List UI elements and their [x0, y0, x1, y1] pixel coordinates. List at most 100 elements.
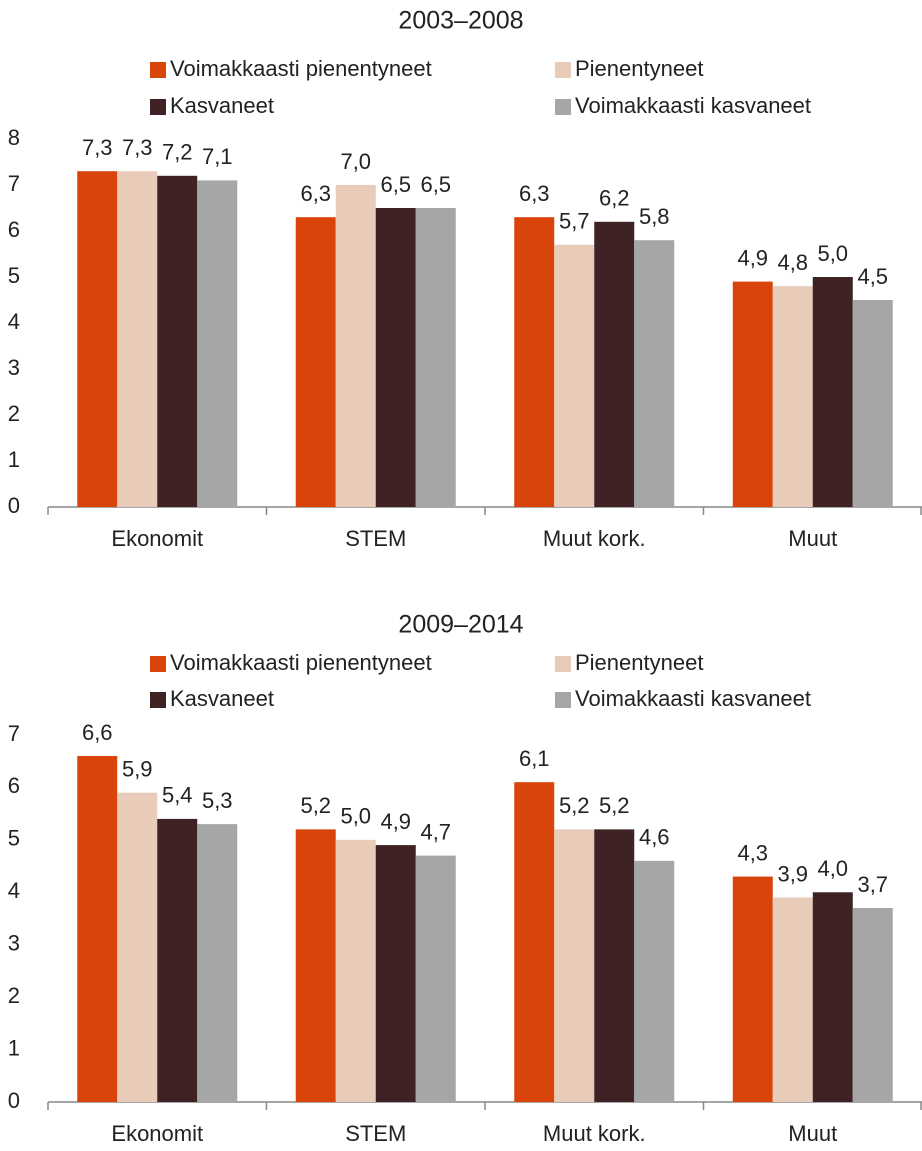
x-tick-label: Muut kork. — [543, 1121, 646, 1146]
y-tick-label: 4 — [8, 309, 20, 334]
bar — [415, 855, 456, 1102]
bar — [157, 175, 198, 508]
legend-swatch — [555, 62, 571, 78]
data-label: 5,0 — [340, 804, 371, 829]
data-label: 6,3 — [519, 181, 550, 206]
bar — [732, 876, 773, 1102]
data-label: 3,7 — [857, 872, 888, 897]
y-tick-label: 4 — [8, 878, 20, 903]
data-label: 4,5 — [857, 264, 888, 289]
data-label: 5,8 — [639, 204, 670, 229]
y-tick-label: 7 — [8, 721, 20, 746]
data-label: 6,5 — [420, 172, 451, 197]
chart-title: 2003–2008 — [398, 7, 523, 35]
bar — [594, 221, 635, 508]
bar — [335, 839, 376, 1102]
bar — [197, 824, 238, 1102]
x-tick-label: Ekonomit — [111, 526, 203, 551]
y-tick-label: 8 — [8, 125, 20, 150]
bar — [335, 185, 376, 507]
data-label: 5,3 — [202, 788, 233, 813]
y-tick-label: 1 — [8, 447, 20, 472]
data-label: 7,2 — [162, 140, 193, 165]
data-label: 5,2 — [559, 793, 590, 818]
y-tick-label: 2 — [8, 983, 20, 1008]
data-label: 7,3 — [122, 135, 153, 160]
bar — [554, 244, 595, 508]
bar — [634, 240, 675, 507]
x-tick-label: Muut kork. — [543, 526, 646, 551]
y-tick-label: 6 — [8, 773, 20, 798]
data-label: 4,8 — [777, 250, 808, 275]
bar — [812, 277, 853, 507]
bar — [157, 818, 198, 1102]
bar — [415, 208, 456, 507]
data-label: 7,1 — [202, 144, 233, 169]
bar — [295, 217, 336, 507]
legend-label: Kasvaneet — [170, 93, 274, 118]
y-tick-label: 0 — [8, 1088, 20, 1113]
bar — [594, 829, 635, 1102]
bar — [375, 208, 416, 507]
data-label: 4,3 — [737, 840, 768, 865]
bar — [772, 897, 813, 1102]
legend-label: Voimakkaasti pienentyneet — [170, 650, 432, 675]
legend-label: Voimakkaasti kasvaneet — [575, 686, 811, 711]
data-label: 5,7 — [559, 209, 590, 234]
bar — [117, 792, 158, 1102]
data-label: 4,0 — [817, 856, 848, 881]
legend-swatch — [555, 656, 571, 672]
x-tick-label: Muut — [788, 1121, 837, 1146]
data-label: 7,0 — [340, 149, 371, 174]
bar — [852, 300, 893, 507]
bar — [634, 860, 675, 1102]
y-tick-label: 5 — [8, 263, 20, 288]
data-label: 4,9 — [380, 809, 411, 834]
bar — [772, 286, 813, 507]
bar — [77, 171, 118, 507]
legend-swatch — [150, 62, 166, 78]
chart-title: 2009–2014 — [398, 611, 523, 639]
data-label: 5,2 — [300, 793, 331, 818]
bar — [554, 829, 595, 1102]
y-tick-label: 2 — [8, 401, 20, 426]
legend-swatch — [150, 656, 166, 672]
legend-swatch — [555, 692, 571, 708]
legend-label: Kasvaneet — [170, 686, 274, 711]
data-label: 5,4 — [162, 783, 193, 808]
bar — [514, 782, 555, 1102]
data-label: 5,0 — [817, 241, 848, 266]
bar — [375, 845, 416, 1102]
x-tick-label: STEM — [345, 1121, 406, 1146]
bar — [197, 180, 238, 507]
legend-label: Voimakkaasti pienentyneet — [170, 56, 432, 81]
y-tick-label: 3 — [8, 931, 20, 956]
data-label: 5,2 — [599, 793, 630, 818]
bar — [514, 217, 555, 507]
data-label: 4,9 — [737, 245, 768, 270]
bar — [77, 755, 118, 1102]
bar — [812, 892, 853, 1102]
x-tick-label: Muut — [788, 526, 837, 551]
bar — [295, 829, 336, 1102]
y-tick-label: 5 — [8, 826, 20, 851]
data-label: 6,2 — [599, 186, 630, 211]
data-label: 3,9 — [777, 861, 808, 886]
data-label: 4,6 — [639, 825, 670, 850]
y-tick-label: 1 — [8, 1035, 20, 1060]
bar — [732, 281, 773, 507]
legend-label: Voimakkaasti kasvaneet — [575, 93, 811, 118]
x-tick-label: STEM — [345, 526, 406, 551]
data-label: 6,6 — [82, 720, 113, 745]
legend-label: Pienentyneet — [575, 56, 703, 81]
bar — [117, 171, 158, 507]
y-tick-label: 3 — [8, 355, 20, 380]
data-label: 4,7 — [420, 819, 451, 844]
data-label: 6,5 — [380, 172, 411, 197]
y-tick-label: 6 — [8, 217, 20, 242]
x-tick-label: Ekonomit — [111, 1121, 203, 1146]
data-label: 7,3 — [82, 135, 113, 160]
data-label: 6,1 — [519, 746, 550, 771]
legend-swatch — [150, 692, 166, 708]
